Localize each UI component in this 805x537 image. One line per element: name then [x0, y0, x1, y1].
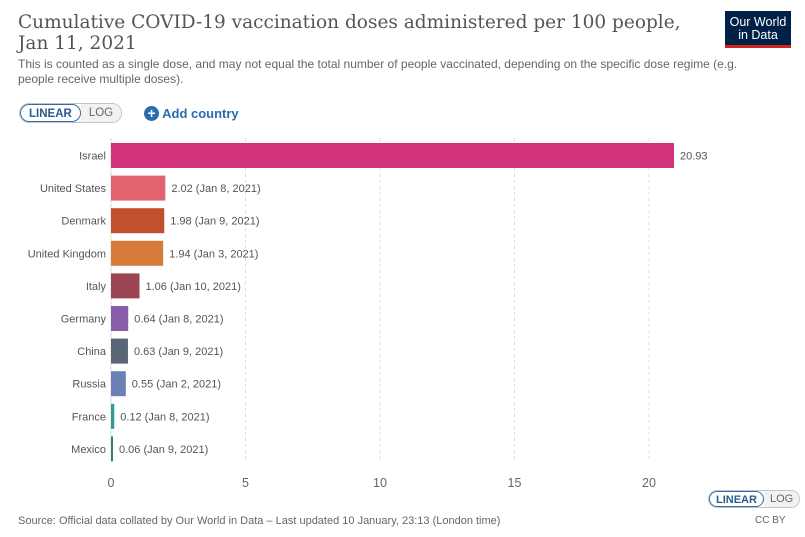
plus-circle-icon: + — [144, 105, 160, 121]
value-label: 2.02 (Jan 8, 2021) — [171, 183, 260, 195]
bar[interactable] — [111, 175, 166, 201]
logo-line-2: in Data — [738, 28, 778, 42]
value-label: 0.63 (Jan 9, 2021) — [134, 346, 223, 358]
bar[interactable] — [111, 143, 675, 168]
owid-logo[interactable]: Our World in Data — [725, 11, 791, 48]
category-label: France — [72, 411, 106, 423]
value-label: 1.94 (Jan 3, 2021) — [169, 248, 258, 260]
chart-subtitle: This is counted as a single dose, and ma… — [18, 57, 738, 86]
add-country-label: Add country — [162, 105, 239, 121]
bar-layer — [111, 143, 675, 462]
category-label: Russia — [72, 379, 107, 391]
category-label: United States — [40, 183, 107, 195]
logo-line-1: Our World — [729, 15, 787, 29]
x-tick-label: 0 — [108, 476, 115, 490]
value-label: 1.06 (Jan 10, 2021) — [146, 281, 241, 293]
bar[interactable] — [111, 273, 140, 299]
bottom-log-button[interactable]: LOG — [763, 491, 800, 507]
bar[interactable] — [111, 240, 164, 266]
value-label: 0.06 (Jan 9, 2021) — [119, 444, 208, 456]
bar[interactable] — [111, 306, 129, 331]
chart-controls: LINEAR LOG + Add country — [19, 103, 239, 123]
value-label: 0.12 (Jan 8, 2021) — [120, 411, 209, 423]
scale-toggle: LINEAR LOG — [19, 103, 123, 123]
bar[interactable] — [111, 403, 115, 429]
x-tick-label: 20 — [642, 476, 656, 490]
x-tick-label: 5 — [242, 476, 249, 490]
value-label: 20.93 — [680, 151, 708, 163]
x-tick-label: 15 — [508, 476, 522, 490]
value-label: 0.64 (Jan 8, 2021) — [134, 314, 223, 326]
tick-layer: 0 5 10 15 20 — [108, 476, 656, 490]
value-label: 1.98 (Jan 9, 2021) — [170, 216, 259, 228]
linear-scale-button[interactable]: LINEAR — [20, 104, 81, 122]
bar[interactable] — [111, 208, 165, 234]
source-note: Source: Official data collated by Our Wo… — [18, 515, 501, 527]
category-label: Israel — [79, 151, 106, 163]
add-country-button[interactable]: + Add country — [144, 105, 239, 121]
category-label: Denmark — [61, 216, 106, 228]
category-label: China — [77, 346, 107, 358]
label-layer: Israel 20.93 United States 2.02 (Jan 8, 202… — [28, 151, 708, 456]
category-label: United Kingdom — [28, 248, 106, 260]
bar-chart: Israel 20.93 United States 2.02 (Jan 8, 202… — [28, 138, 708, 490]
value-label: 0.55 (Jan 2, 2021) — [132, 379, 221, 391]
bar[interactable] — [111, 338, 128, 364]
category-label: Mexico — [71, 444, 106, 456]
category-label: Germany — [61, 314, 107, 326]
log-scale-button[interactable]: LOG — [80, 104, 122, 122]
bar[interactable] — [111, 436, 113, 462]
bottom-scale-toggle: LINEAR LOG — [708, 490, 801, 508]
x-tick-label: 10 — [373, 476, 387, 490]
bar[interactable] — [111, 371, 126, 397]
chart-title: Cumulative COVID-19 vaccination doses ad… — [18, 12, 681, 54]
category-label: Italy — [86, 281, 107, 293]
bottom-linear-button[interactable]: LINEAR — [709, 491, 764, 507]
license-label: CC BY — [755, 515, 786, 526]
